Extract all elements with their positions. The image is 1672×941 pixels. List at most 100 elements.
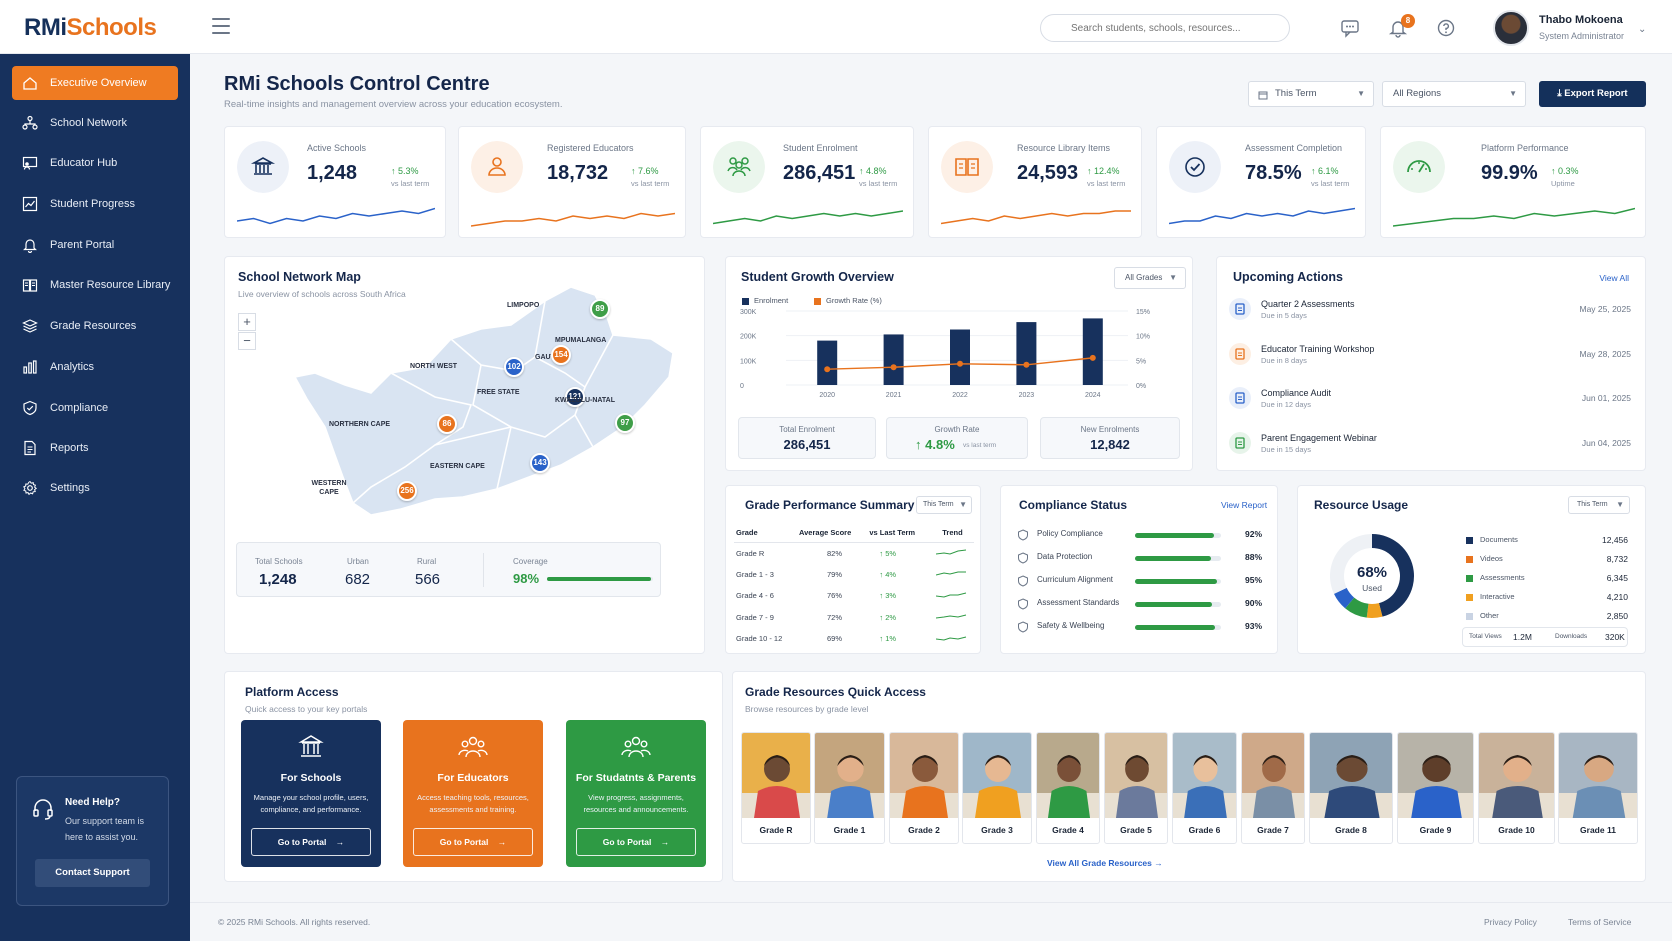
sidebar-item-analytics[interactable]: Analytics (12, 350, 178, 384)
enrolment-bar[interactable] (883, 334, 904, 385)
sidebar-item-reports[interactable]: Reports (12, 431, 178, 465)
view-report-link[interactable]: View Report (1221, 500, 1268, 510)
table-row[interactable]: Grade 10 - 12 69% ↑ 1% (734, 628, 974, 650)
sidebar-item-label: Analytics (50, 361, 95, 373)
table-row[interactable]: Grade R 82% ↑ 5% (734, 542, 974, 564)
grade-tile[interactable]: Grade 7 (1241, 732, 1305, 844)
portal-card-students-parents[interactable]: For Studatnts & Parents View progress, as… (566, 720, 706, 867)
view-all-grade-resources-link[interactable]: View All Grade Resources → (1047, 858, 1163, 868)
sidebar-item-compliance[interactable]: Compliance (12, 391, 178, 425)
action-title[interactable]: Compliance Audit (1261, 388, 1332, 398)
table-row[interactable]: Grade 7 - 9 72% ↑ 2% (734, 607, 974, 629)
chevron-down-icon[interactable]: ⌄ (1638, 24, 1647, 35)
growth-rate-point[interactable] (1023, 361, 1030, 368)
grade-student-photo (1105, 733, 1167, 818)
zoom-out-button[interactable]: − (238, 332, 256, 350)
donut-segment[interactable] (1330, 534, 1372, 594)
growth-rate-point[interactable] (957, 360, 963, 367)
enrolment-bar[interactable] (817, 340, 838, 385)
map-school-count-marker[interactable]: 143 (530, 453, 550, 473)
grade-tile[interactable]: Grade 1 (814, 732, 885, 844)
zoom-in-button[interactable]: + (238, 313, 256, 331)
grade-cell: Grade 1 - 3 (736, 569, 774, 579)
action-title[interactable]: Quarter 2 Assessments (1261, 299, 1355, 309)
growth-rate-point[interactable] (890, 364, 897, 371)
view-all-link[interactable]: View All (1599, 273, 1629, 283)
sidebar-item-student-progress[interactable]: Student Progress (12, 187, 178, 221)
arrow-up-icon: ↑ (879, 634, 884, 644)
sidebar-item-educator-hub[interactable]: Educator Hub (12, 146, 178, 180)
action-title[interactable]: Parent Engagement Webinar (1261, 432, 1377, 443)
enrolment-bar[interactable] (1082, 318, 1103, 385)
help-icon[interactable] (1436, 18, 1456, 38)
grade-tile[interactable]: Grade 5 (1104, 732, 1168, 844)
grade-label: Grade 5 (1120, 825, 1152, 835)
action-title[interactable]: Educator Training Workshop (1261, 343, 1375, 354)
school-building-icon (298, 735, 324, 757)
grade-tile[interactable]: Grade 4 (1036, 732, 1100, 844)
map-school-count-marker[interactable]: 89 (590, 299, 610, 319)
arrow-up-icon: ↑ (879, 591, 884, 601)
region-select[interactable]: All Regions ▼ (1382, 81, 1526, 107)
grade-filter-select[interactable]: All Grades ▼ (1114, 267, 1186, 289)
kpi-card-resource-library-items[interactable]: Resource Library Items 24,593 ↑ 12.4% vs la… (928, 126, 1142, 238)
table-row[interactable]: Grade 1 - 3 79% ↑ 4% (734, 564, 974, 586)
export-report-button[interactable]: ⤓ Export Report (1539, 81, 1646, 107)
go-to-portal-button[interactable]: Go to Portal → (413, 828, 533, 856)
map-school-count-marker[interactable]: 154 (551, 345, 571, 365)
grade-tile[interactable]: Grade 3 (962, 732, 1032, 844)
table-row[interactable]: Grade 4 - 6 76% ↑ 3% (734, 585, 974, 607)
donut-segment[interactable] (1333, 587, 1355, 609)
period-select[interactable]: This Term ▼ (1248, 81, 1374, 107)
portal-card-educators[interactable]: For Educators Access teaching tools, reso… (403, 720, 543, 867)
privacy-link[interactable]: Privacy Policy (1484, 917, 1537, 927)
kpi-card-platform-performance[interactable]: Platform Performance 99.9% ↑ 0.3% Uptime (1380, 126, 1646, 238)
kpi-card-assessment-completion[interactable]: Assessment Completion 78.5% ↑ 6.1% vs last … (1156, 126, 1366, 238)
y2-tick-label: 5% (1136, 358, 1146, 365)
brand-logo[interactable]: RMiSchools (24, 14, 157, 41)
map-school-count-marker[interactable]: 121 (565, 387, 585, 407)
portal-card-schools[interactable]: For Schools Manage your school profile, u… (241, 720, 381, 867)
sidebar-item-parent-portal[interactable]: Parent Portal (12, 228, 178, 262)
terms-link[interactable]: Terms of Service (1568, 917, 1632, 927)
search-input[interactable] (1040, 14, 1290, 42)
kpi-comparison: vs last term (391, 179, 430, 188)
donut-segment[interactable] (1372, 534, 1414, 617)
kpi-card-student-enrolment[interactable]: Student Enrolment 286,451 ↑ 4.8% vs last te… (700, 126, 914, 238)
avatar[interactable] (1493, 10, 1529, 46)
kpi-card-registered-educators[interactable]: Registered Educators 18,732 ↑ 7.6% vs last … (458, 126, 686, 238)
sidebar-item-school-network[interactable]: School Network (12, 106, 178, 140)
grade-tile[interactable]: Grade 6 (1172, 732, 1237, 844)
growth-rate-point[interactable] (1089, 354, 1096, 361)
grade-perf-period-select[interactable]: This Term ▼ (916, 496, 972, 514)
enrolment-bar[interactable] (950, 329, 970, 386)
map-school-count-marker[interactable]: 102 (504, 357, 524, 377)
map-region-label: EASTERN CAPE (430, 463, 485, 470)
grade-tile[interactable]: Grade 9 (1397, 732, 1474, 844)
notification-bell-icon[interactable] (1388, 18, 1408, 38)
sidebar-item-grade-resources[interactable]: Grade Resources (12, 309, 178, 343)
grade-tile[interactable]: Grade 10 (1478, 732, 1555, 844)
enrolment-bar[interactable] (1016, 322, 1037, 385)
grade-tile[interactable]: Grade 11 (1558, 732, 1638, 844)
menu-toggle-icon[interactable] (212, 18, 230, 34)
growth-rate-point[interactable] (824, 366, 831, 373)
kpi-card-active-schools[interactable]: Active Schools 1,248 ↑ 5.3% vs last term (224, 126, 446, 238)
sidebar-item-settings[interactable]: Settings (12, 471, 178, 505)
donut-segment[interactable] (1345, 597, 1369, 618)
south-africa-map[interactable] (275, 277, 695, 547)
go-to-portal-button[interactable]: Go to Portal → (251, 828, 371, 856)
grade-tile[interactable]: Grade 8 (1309, 732, 1393, 844)
map-school-count-marker[interactable]: 97 (615, 413, 635, 433)
map-school-count-marker[interactable]: 256 (397, 481, 417, 501)
grade-tile[interactable]: Grade 2 (889, 732, 959, 844)
grade-tile[interactable]: Grade R (741, 732, 811, 844)
sidebar-item-master-resource-library[interactable]: Master Resource Library (12, 268, 178, 302)
resource-period-select[interactable]: This Term ▼ (1568, 496, 1630, 514)
contact-support-button[interactable]: Contact Support (35, 859, 150, 887)
go-to-portal-button[interactable]: Go to Portal → (576, 828, 696, 856)
map-school-count-marker[interactable]: 86 (437, 414, 457, 434)
sidebar-item-executive-overview[interactable]: Executive Overview (12, 66, 178, 100)
donut-segment[interactable] (1366, 603, 1383, 618)
chat-icon[interactable] (1340, 18, 1360, 38)
